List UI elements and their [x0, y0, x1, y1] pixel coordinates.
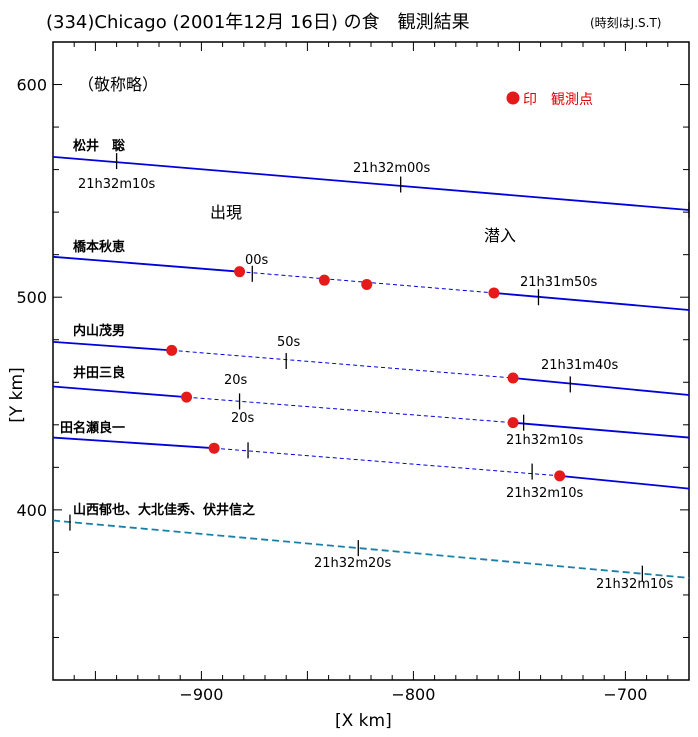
time-label: 21h32m00s	[353, 161, 431, 176]
time-label: 00s	[245, 253, 269, 268]
legend-label: 印 観測点	[523, 91, 593, 108]
chord-line-segment	[52, 385, 187, 399]
time-label: 21h32m10s	[78, 177, 156, 192]
y-tick-label: 600	[16, 76, 47, 95]
observation-point	[318, 274, 330, 286]
y-axis-label: [Y km]	[7, 367, 27, 422]
time-label: 20s	[224, 373, 248, 388]
observer-name: 田名瀬良一	[60, 420, 125, 436]
x-tick-label: −900	[179, 685, 223, 704]
observation-point	[234, 266, 246, 278]
time-label: 21h32m10s	[596, 577, 674, 592]
chart-title: (334)Chicago (2001年12月 16日) の食 観測結果	[46, 12, 470, 33]
y-tick-label: 400	[16, 501, 47, 520]
chord-line-segment	[52, 340, 172, 352]
time-label: 50s	[277, 335, 301, 350]
x-axis-label: [X km]	[335, 711, 392, 731]
chord-line-segment	[52, 255, 240, 273]
x-tick-label: −800	[391, 685, 435, 704]
y-tick-label: 500	[16, 288, 47, 307]
chart-marks	[52, 153, 690, 582]
occultation-dashed-segment	[186, 396, 514, 424]
chord-line-segment	[493, 292, 690, 311]
chart-title-note: (時刻はJ.S.T)	[590, 16, 661, 30]
observation-point	[208, 442, 220, 454]
time-label: 20s	[231, 411, 255, 426]
observer-name: 井田三良	[73, 365, 125, 381]
chord-line-segment	[52, 436, 215, 450]
region-label-appear: 出現	[210, 203, 242, 222]
time-label: 21h31m40s	[541, 358, 619, 373]
chart-text-labels: 松井 聡 21h32m10s 21h32m00s 橋本秋恵 00s 21h31m50s 内山…	[60, 138, 674, 592]
observation-point	[507, 417, 519, 429]
observer-name: 山西郁也、大北佳秀、伏井信之	[73, 502, 255, 518]
observation-point	[488, 287, 500, 299]
chord-line-segment	[559, 474, 690, 490]
chord-line-segment	[512, 421, 690, 439]
occultation-dashed-segment	[214, 447, 560, 477]
time-label: 21h32m20s	[314, 556, 392, 571]
time-label: 21h32m10s	[506, 486, 584, 501]
observation-point	[166, 344, 178, 356]
observation-point	[507, 372, 519, 384]
occultation-dashed-segment	[171, 349, 514, 379]
observer-name: 橋本秋恵	[73, 239, 125, 255]
plot-area: −900 −800 −700 400 500 600	[16, 41, 690, 704]
legend-marker	[506, 91, 520, 105]
chord-line	[52, 155, 690, 211]
x-tick-label: −700	[603, 685, 647, 704]
chord-line-dashed	[52, 519, 690, 579]
region-label-disappear: 潜入	[484, 226, 516, 245]
time-label: 21h31m50s	[520, 275, 598, 290]
observer-name: 内山茂男	[73, 323, 125, 339]
honorific-note: （敬称略）	[78, 75, 158, 94]
chord-line-segment	[512, 377, 690, 396]
observation-point	[361, 278, 373, 290]
observation-point	[181, 391, 193, 403]
time-label: 21h32m10s	[506, 433, 584, 448]
observation-point	[554, 470, 566, 482]
observer-name: 松井 聡	[73, 138, 125, 154]
